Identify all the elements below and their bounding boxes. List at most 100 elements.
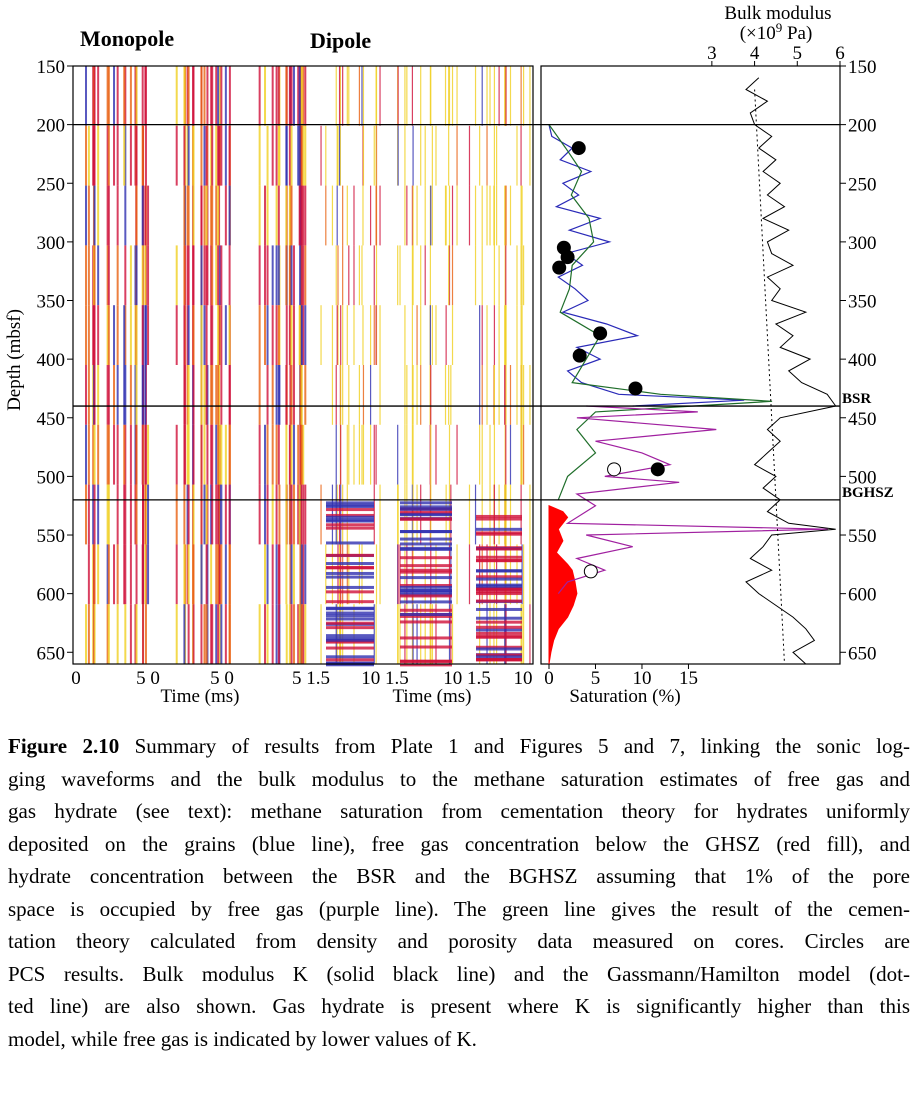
waveform-strip <box>258 66 261 126</box>
waveform-strip <box>217 424 220 485</box>
waveform-strip <box>411 185 414 246</box>
waveform-band <box>476 625 522 629</box>
waveform-strip <box>456 66 458 126</box>
waveform-band <box>326 513 374 517</box>
waveform-strip <box>205 125 208 186</box>
waveform-strip <box>361 424 363 485</box>
waveform-band <box>400 645 452 649</box>
waveform-strip <box>337 125 339 186</box>
waveform-strip <box>106 484 109 545</box>
waveform-strip <box>430 185 432 246</box>
waveform-strip <box>481 66 483 126</box>
model-line <box>754 89 785 665</box>
y-tick-label: 650 <box>37 643 66 664</box>
waveform-strip <box>451 245 454 306</box>
waveform-strip <box>336 125 338 186</box>
waveform-strip <box>292 604 295 664</box>
waveform-strip <box>93 305 96 365</box>
waveform-strip <box>451 305 454 365</box>
waveform-strip <box>147 305 150 365</box>
waveform-strip <box>228 185 231 246</box>
waveform-band <box>400 517 452 521</box>
waveform-strip <box>404 424 406 485</box>
waveform-strip <box>337 245 339 306</box>
waveform-strip <box>521 305 523 365</box>
waveform-band <box>400 570 452 574</box>
waveform-strip <box>135 365 138 425</box>
waveform-strip <box>481 484 483 545</box>
waveform-strip <box>218 245 221 306</box>
waveform-strip <box>456 544 458 605</box>
pcs-point <box>572 348 587 363</box>
waveform-strip <box>135 424 138 485</box>
waveform-strip <box>220 365 223 425</box>
waveform-strip <box>505 305 507 365</box>
waveform-strip <box>431 305 433 365</box>
waveform-strip <box>183 424 186 485</box>
time-tick-label: 5 0 <box>210 668 234 689</box>
waveform-strip <box>325 185 327 246</box>
waveform-strip <box>116 125 119 186</box>
waveform-band <box>326 571 374 575</box>
waveform-strip <box>290 125 293 186</box>
waveform-strip <box>479 365 481 425</box>
y-tick-label: 400 <box>848 350 877 371</box>
waveform-band <box>400 659 452 663</box>
waveform-strip <box>116 245 119 306</box>
y-tick-label: 550 <box>37 526 66 547</box>
waveform-strip <box>493 245 496 306</box>
x-tick-label: 0 <box>544 668 554 689</box>
waveform-strip <box>404 305 406 365</box>
waveform-strip <box>342 365 344 425</box>
waveform-strip <box>205 365 208 425</box>
waveform-strip <box>106 245 109 306</box>
waveform-strip <box>147 185 150 246</box>
waveform-strip <box>336 185 338 246</box>
waveform-strip <box>493 305 496 365</box>
waveform-strip <box>300 66 303 126</box>
waveform-band <box>476 577 522 581</box>
saturation-line <box>557 405 828 594</box>
waveform-strip <box>325 125 327 186</box>
waveform-strip <box>144 484 147 545</box>
waveform-strip <box>278 484 281 545</box>
waveform-strip <box>107 604 110 664</box>
waveform-strip <box>486 66 488 126</box>
waveform-strip <box>92 424 95 485</box>
waveform-strip <box>218 66 221 126</box>
waveform-strip <box>468 484 471 545</box>
waveform-strip <box>451 185 454 246</box>
waveform-band <box>400 510 452 514</box>
waveform-strip <box>186 245 189 306</box>
waveform-strip <box>504 484 506 545</box>
waveform-strip <box>135 245 138 306</box>
waveform-strip <box>416 604 418 664</box>
waveform-strip <box>107 365 110 425</box>
caption-text: ted line) are also shown. Gas hydrate is… <box>8 994 910 1018</box>
waveform-strip <box>444 185 447 246</box>
waveform-strip <box>217 484 220 545</box>
waveform-strip <box>124 66 127 126</box>
caption-line: hydrate concentration between the BSR an… <box>8 860 910 893</box>
waveform-strip <box>186 305 189 365</box>
y-tick-label: 600 <box>37 585 66 606</box>
waveform-strip <box>217 305 220 365</box>
waveform-strip <box>192 125 195 186</box>
waveform-strip <box>186 66 189 126</box>
saturation-line <box>548 124 773 501</box>
waveform-strip <box>258 305 261 365</box>
waveform-strip <box>300 604 303 664</box>
waveform-strip <box>300 424 303 485</box>
waveform-strip <box>522 66 525 126</box>
waveform-band <box>476 527 522 531</box>
waveform-strip <box>290 424 293 485</box>
waveform-strip <box>373 484 375 545</box>
waveform-strip <box>448 365 450 425</box>
waveform-strip <box>215 604 218 664</box>
waveform-strip <box>424 125 426 186</box>
waveform-strip <box>348 66 350 126</box>
x-tick-label: 10 <box>632 668 651 689</box>
waveform-strip <box>346 424 348 485</box>
waveform-strip <box>522 245 525 306</box>
waveform-strip <box>258 185 261 246</box>
